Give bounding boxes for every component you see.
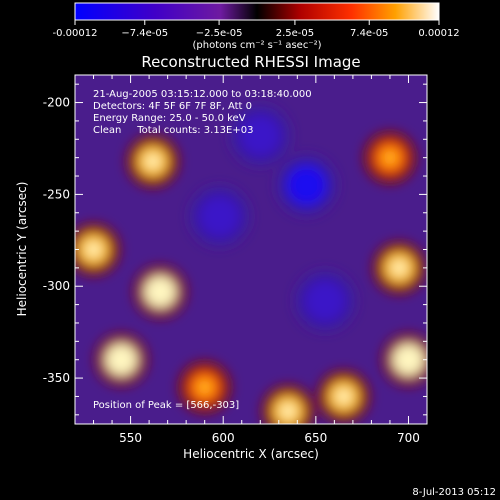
heatmap-feature-min — [199, 196, 240, 237]
colorbar-tick-label: 0.00012 — [418, 28, 459, 39]
y-tick-label: -200 — [43, 96, 70, 110]
y-tick-label: -300 — [43, 279, 70, 293]
heatmap-feature-min — [240, 115, 281, 156]
heatmap-core — [336, 389, 351, 404]
y-tick-label: -250 — [43, 187, 70, 201]
annotation-energy: Energy Range: 25.0 - 50.0 keV — [93, 113, 246, 124]
colorbar-ticks: -0.00012 −7.4e-05 −2.5e-05 2.5e-05 7.4e-05 0.… — [53, 20, 460, 39]
colorbar-tick-label: 7.4e-05 — [350, 28, 388, 39]
x-tick-label: 650 — [304, 431, 327, 445]
x-tick-label: 700 — [397, 431, 420, 445]
heatmap-core — [197, 380, 212, 395]
heatmap-core — [114, 352, 129, 367]
heatmap-core — [280, 403, 296, 419]
y-tick-label: -350 — [43, 371, 70, 385]
heatmap-core — [401, 352, 416, 367]
colorbar — [74, 2, 440, 21]
annotation-clean: Clean Total counts: 3.13E+03 — [93, 125, 253, 136]
intensity-map — [75, 105, 427, 424]
colorbar-unit-label: (photons cm⁻² s⁻¹ asec⁻²) — [192, 40, 321, 51]
colorbar-tick-label: 2.5e-05 — [276, 28, 314, 39]
y-axis: -200 -250 -300 -350 — [43, 83, 427, 416]
y-axis-label: Heliocentric Y (arcsec) — [15, 182, 29, 317]
heatmap-core — [392, 260, 407, 276]
heatmap-core — [153, 284, 168, 299]
colorbar-tick-label: -0.00012 — [53, 28, 98, 39]
heatmap-core — [86, 242, 101, 257]
annotation-time: 21-Aug-2005 03:15:12.000 to 03:18:40.000 — [93, 89, 312, 100]
date-stamp: 8-Jul-2013 05:12 — [412, 487, 496, 498]
x-axis-label: Heliocentric X (arcsec) — [183, 447, 319, 461]
colorbar-tick-label: −7.4e-05 — [121, 28, 168, 39]
heatmap-core — [382, 150, 398, 165]
x-tick-label: 550 — [119, 431, 142, 445]
chart-title: Reconstructed RHESSI Image — [141, 53, 360, 71]
colorbar-tick-label: −2.5e-05 — [196, 28, 243, 39]
x-tick-label: 600 — [212, 431, 235, 445]
annotation-block: 21-Aug-2005 03:15:12.000 to 03:18:40.000… — [93, 89, 312, 136]
heatmap-feature-min — [286, 165, 327, 206]
image-area — [75, 75, 427, 424]
heatmap-core — [145, 154, 161, 169]
annotation-detectors: Detectors: 4F 5F 6F 7F 8F, Att 0 — [93, 101, 252, 112]
heatmap-feature-min — [305, 280, 346, 321]
x-axis: 550 600 650 700 — [74, 75, 428, 445]
peak-position-text: Position of Peak = [566,-303] — [93, 400, 239, 411]
